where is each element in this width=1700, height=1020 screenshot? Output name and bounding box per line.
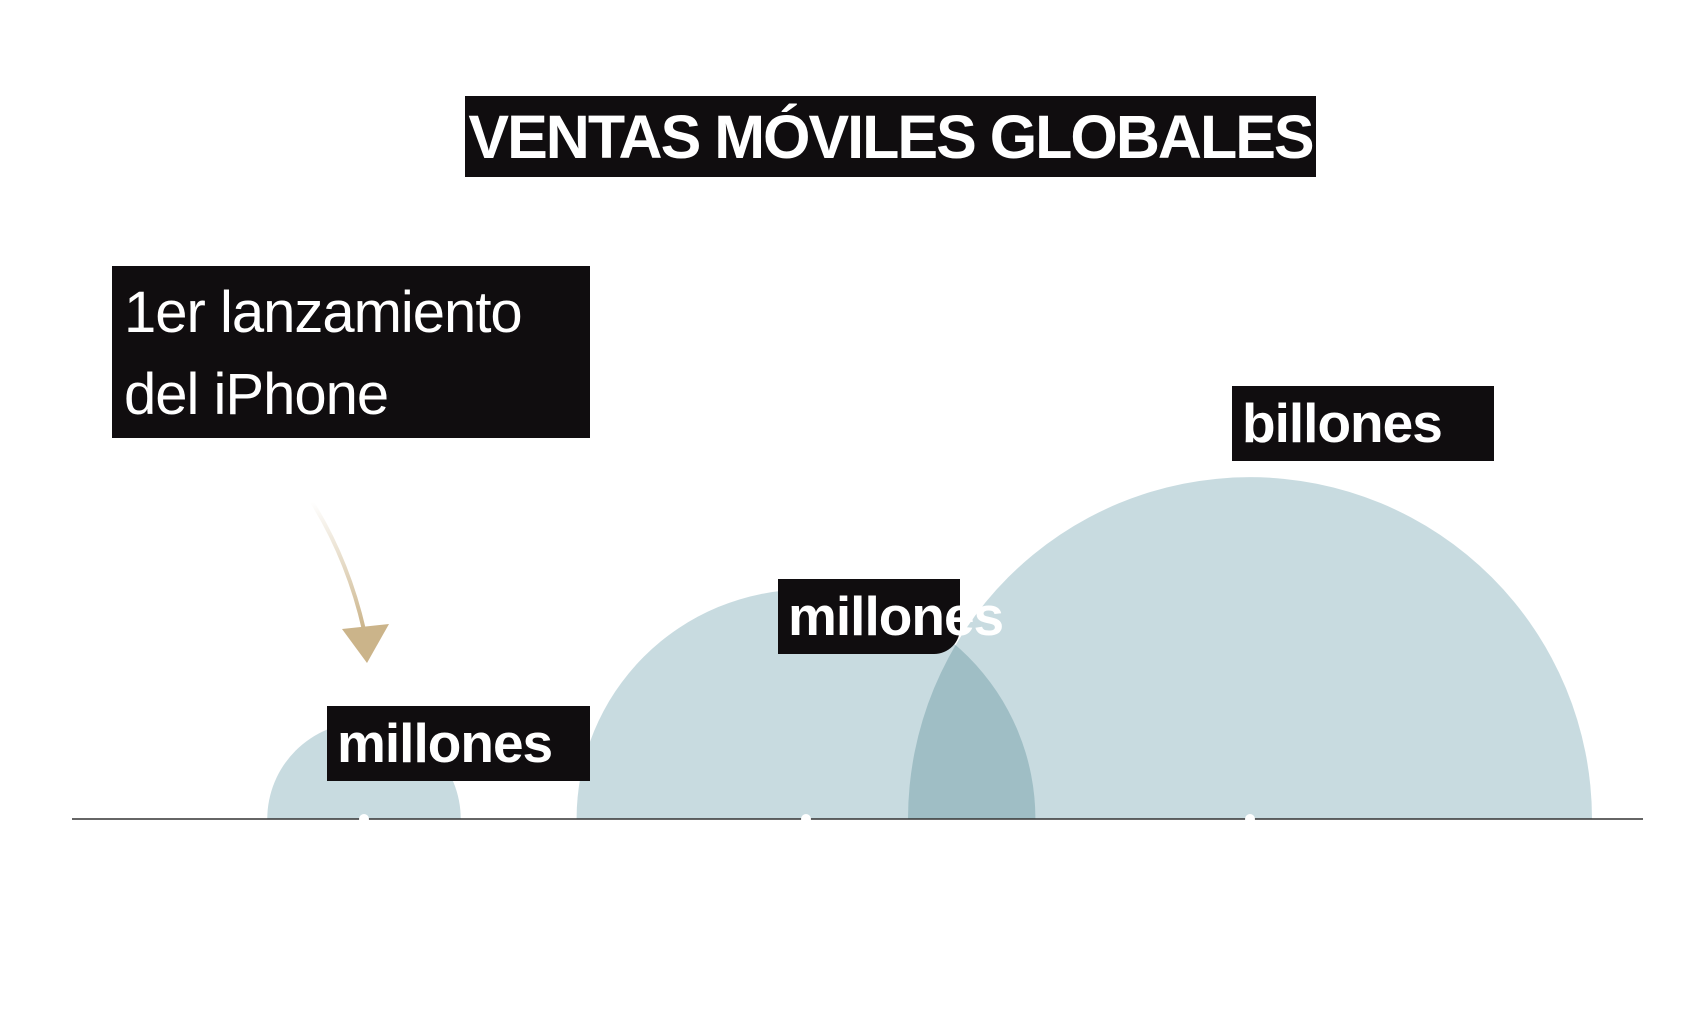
chart-title: VENTAS MÓVILES GLOBALES [465,96,1316,177]
bubble-label-billones: billones [1232,386,1494,461]
bubble-2 [908,477,1592,819]
iphone-launch-annotation: 1er lanzamiento del iPhone [112,266,590,438]
bubble-center-marker-0 [359,814,369,824]
bubble-label-millones-2: millones [778,579,1004,654]
arrow-head-icon [342,624,389,663]
bubble-center-marker-2 [1245,814,1255,824]
bubble-center-marker-1 [801,814,811,824]
annotation-arrow-icon [310,500,366,631]
markers-layer [359,814,1255,824]
bubble-label-millones-1: millones [327,706,590,781]
